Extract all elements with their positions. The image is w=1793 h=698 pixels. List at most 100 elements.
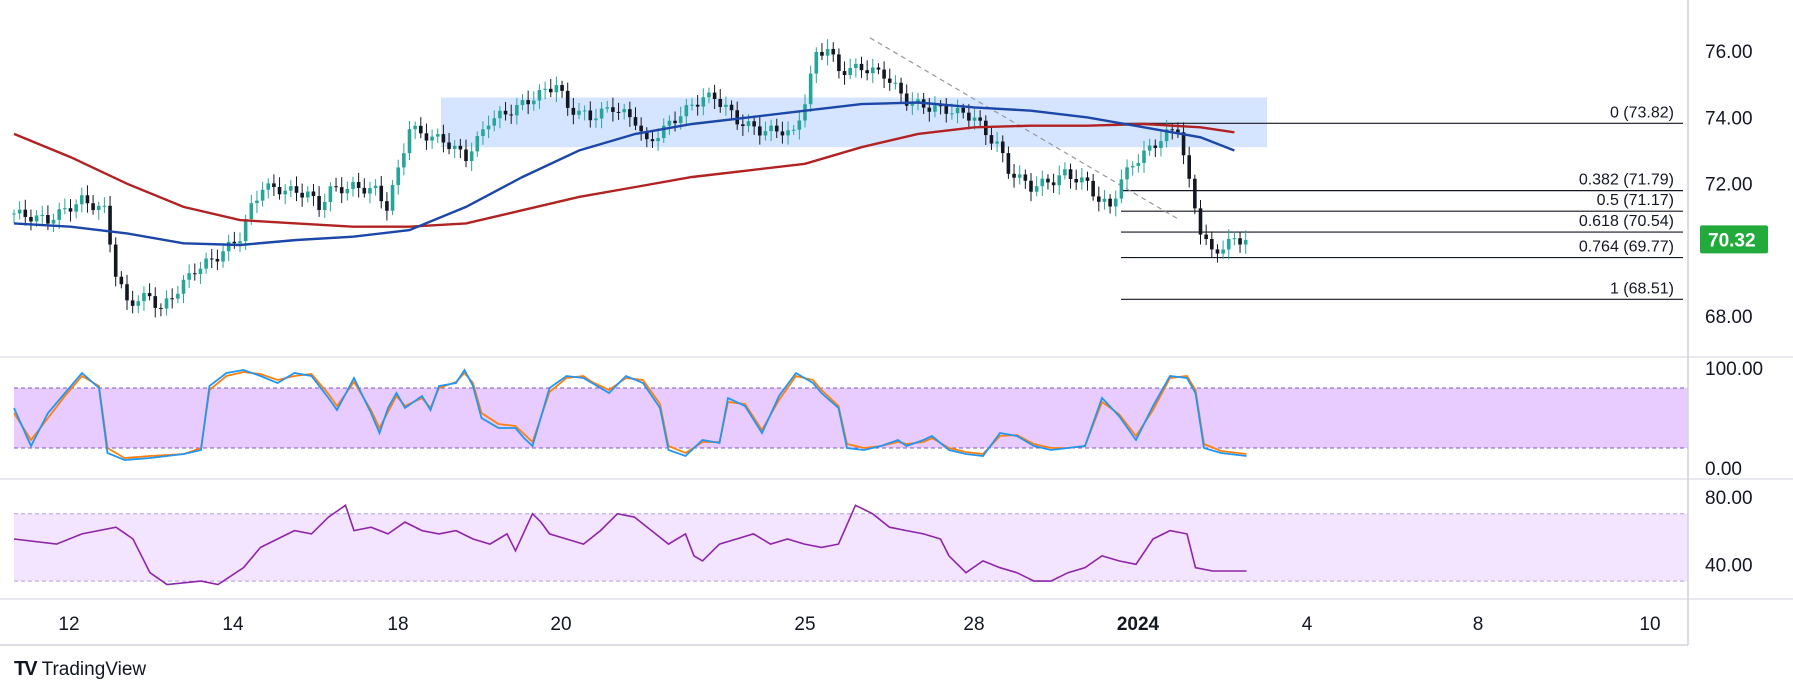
candle-body bbox=[249, 203, 254, 220]
candle-body bbox=[1164, 129, 1169, 142]
candle-body bbox=[306, 191, 310, 198]
candle-body bbox=[1034, 186, 1039, 192]
candle-body bbox=[419, 125, 423, 134]
moving-average-fast-line bbox=[13, 101, 1235, 247]
candle-body bbox=[820, 52, 824, 56]
candle-body bbox=[1074, 179, 1078, 183]
candle-body bbox=[373, 185, 378, 189]
candle-body bbox=[1226, 238, 1231, 250]
candle-body bbox=[68, 208, 73, 212]
candle-body bbox=[808, 73, 813, 105]
candle-body bbox=[351, 182, 355, 189]
candle-body bbox=[673, 120, 677, 124]
candle-body bbox=[1198, 208, 1203, 235]
candle-body bbox=[565, 90, 570, 108]
candle-body bbox=[667, 120, 672, 126]
time-axis-tick-5: 28 bbox=[963, 614, 984, 635]
candle-body bbox=[1243, 239, 1248, 245]
candle-body bbox=[916, 99, 920, 102]
candle-body bbox=[23, 209, 28, 217]
candle-body bbox=[1193, 178, 1197, 209]
candle-body bbox=[272, 183, 276, 187]
candle-body bbox=[362, 187, 367, 194]
candle-body bbox=[526, 100, 530, 105]
candle-body bbox=[492, 118, 497, 126]
candle-body bbox=[848, 67, 852, 76]
candle-body bbox=[413, 125, 417, 130]
candle-body bbox=[51, 219, 56, 224]
candle-body bbox=[1097, 196, 1101, 202]
candle-body bbox=[136, 301, 141, 306]
candle-body bbox=[198, 268, 203, 274]
last-price-label: 70.32 bbox=[1708, 230, 1756, 251]
candle-body bbox=[582, 110, 587, 112]
candle-body bbox=[283, 190, 287, 195]
rsi-line bbox=[13, 504, 1247, 586]
candle-body bbox=[108, 205, 112, 245]
candle-body bbox=[989, 135, 994, 144]
candle-body bbox=[961, 107, 965, 113]
candle-body bbox=[1204, 234, 1208, 240]
stochastic-band-fill bbox=[14, 388, 1688, 448]
candle-body bbox=[1040, 178, 1045, 187]
candle-body bbox=[1023, 174, 1028, 181]
candle-body bbox=[458, 145, 463, 150]
candle-body bbox=[147, 293, 152, 297]
candle-body bbox=[238, 241, 242, 244]
time-axis-tick-8: 8 bbox=[1473, 614, 1484, 635]
candle-body bbox=[1051, 182, 1056, 186]
candle-body bbox=[63, 208, 67, 210]
candle-body bbox=[1046, 178, 1050, 183]
candle-body bbox=[294, 186, 299, 193]
candle-body bbox=[967, 112, 971, 121]
candle-body bbox=[170, 298, 174, 300]
candle-body bbox=[464, 149, 468, 162]
stochastic-pane bbox=[13, 368, 1688, 461]
time-axis-tick-3: 20 bbox=[550, 614, 571, 635]
price-axis-tick-0: 76.00 bbox=[1705, 42, 1753, 63]
candle-body bbox=[153, 296, 158, 308]
candle-body bbox=[1029, 180, 1033, 192]
candle-body bbox=[933, 105, 937, 112]
candle-body bbox=[825, 48, 830, 56]
candle-body bbox=[1113, 198, 1118, 207]
candle-body bbox=[509, 114, 513, 116]
candle-body bbox=[622, 109, 626, 113]
candle-body bbox=[1006, 153, 1011, 174]
candle-body bbox=[938, 105, 943, 107]
candle-body bbox=[746, 121, 751, 127]
candle-body bbox=[1119, 179, 1124, 199]
stochastic-axis-tick-1: 0.00 bbox=[1705, 459, 1742, 480]
fib-level-label-3: 0.618 (70.54) bbox=[1579, 213, 1674, 230]
candle-body bbox=[1063, 169, 1067, 176]
trend-line-dashed bbox=[869, 37, 1181, 221]
candle-body bbox=[520, 100, 525, 106]
time-axis-tick-1: 14 bbox=[222, 614, 244, 635]
price-axis-tick-3: 68.00 bbox=[1705, 307, 1753, 328]
candle-body bbox=[927, 107, 932, 112]
candle-body bbox=[729, 104, 734, 111]
candle-body bbox=[441, 134, 446, 143]
candle-body bbox=[1136, 162, 1141, 166]
candle-body bbox=[243, 219, 248, 242]
candle-body bbox=[548, 88, 553, 93]
candle-body bbox=[1215, 249, 1220, 254]
rsi-axis-tick-1: 40.00 bbox=[1705, 555, 1753, 576]
candle-body bbox=[311, 191, 316, 197]
candle-body bbox=[758, 126, 762, 136]
candle-body bbox=[1017, 174, 1022, 178]
time-axis-tick-6: 2024 bbox=[1117, 614, 1160, 635]
candle-body bbox=[215, 258, 220, 262]
candle-body bbox=[899, 82, 903, 94]
candle-body bbox=[385, 201, 389, 211]
candle-body bbox=[678, 116, 683, 124]
candle-body bbox=[893, 82, 898, 84]
candle-body bbox=[102, 205, 107, 207]
tradingview-watermark[interactable]: TV TradingView bbox=[14, 658, 146, 681]
candle-body bbox=[543, 88, 547, 90]
candle-body bbox=[763, 131, 768, 136]
rsi-pane bbox=[13, 504, 1688, 586]
time-axis-tick-9: 10 bbox=[1639, 614, 1660, 635]
candle-body bbox=[46, 215, 50, 224]
fibonacci-retracement: 0 (73.82) 0.382 (71.79) 0.5 (71.17) 0.618 (… bbox=[1121, 104, 1683, 300]
